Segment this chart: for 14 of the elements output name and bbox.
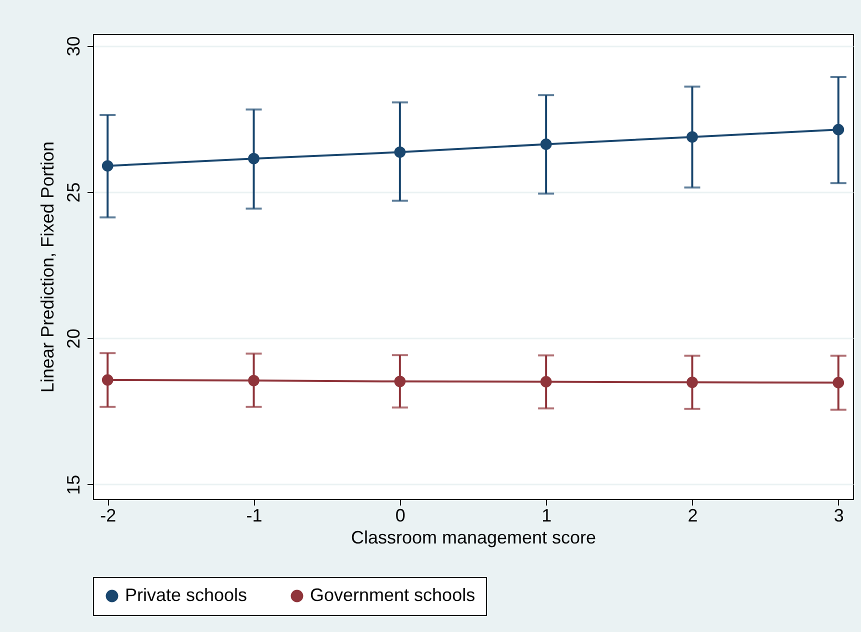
y-tick-label: 15 xyxy=(64,474,84,495)
y-tick-label: 30 xyxy=(64,36,84,56)
y-tick-label: 25 xyxy=(64,182,84,202)
x-tick-label: 2 xyxy=(688,506,698,526)
legend-label: Government schools xyxy=(310,585,476,605)
x-tick-label: 1 xyxy=(542,506,552,526)
x-axis-title: Classroom management score xyxy=(350,528,596,548)
x-tick-label: 3 xyxy=(834,506,844,526)
x-tick-label: 0 xyxy=(395,506,406,526)
y-tick-label: 20 xyxy=(64,328,84,349)
legend-label: Private schools xyxy=(125,585,248,605)
y-axis-title: Linear Prediction, Fixed Portion xyxy=(38,141,58,393)
x-tick-label: -2 xyxy=(100,506,116,526)
x-tick-label: -1 xyxy=(246,506,262,526)
